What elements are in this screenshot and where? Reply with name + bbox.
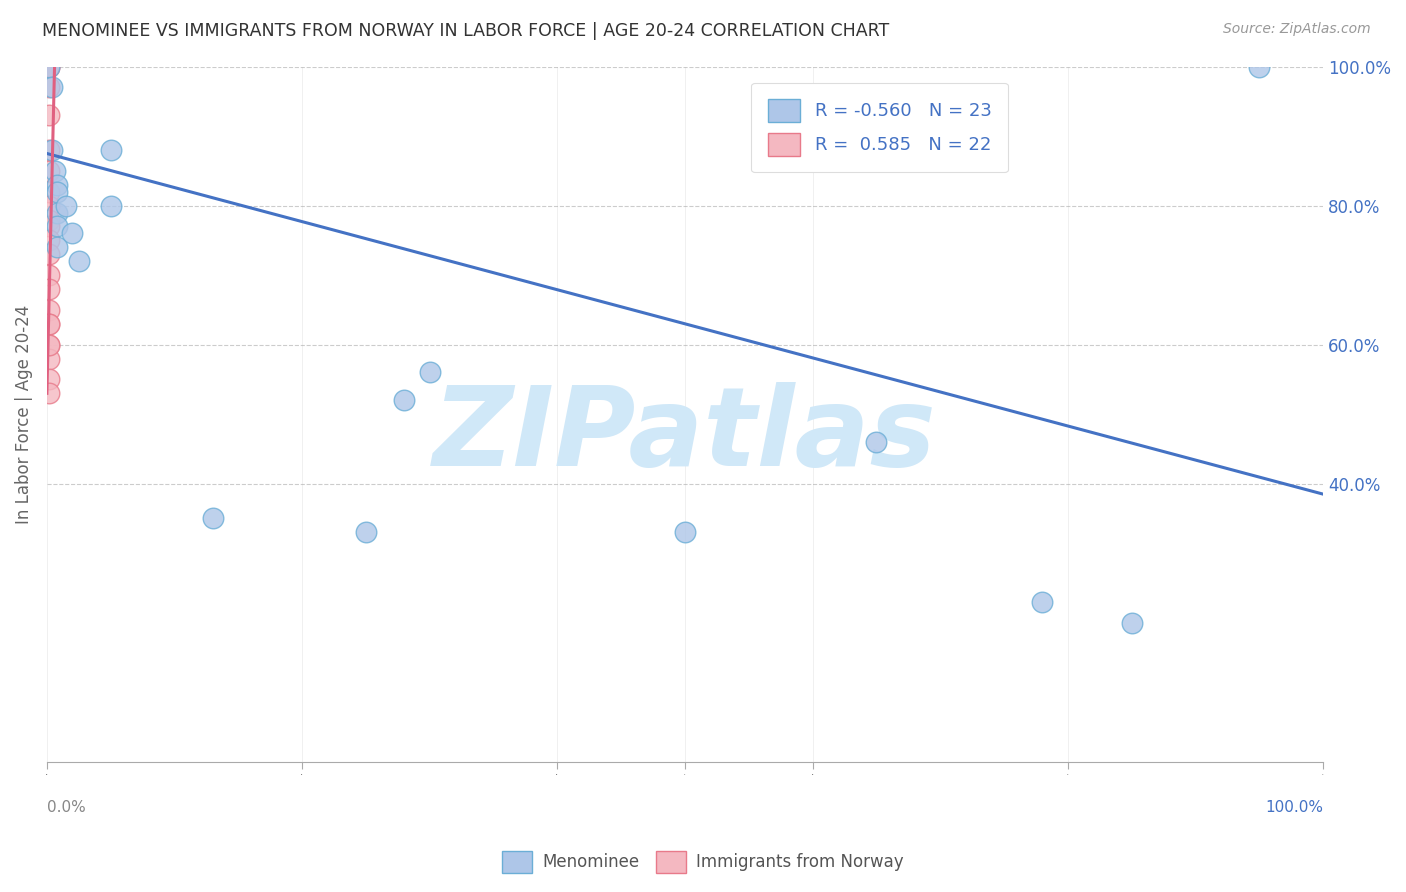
Text: Source: ZipAtlas.com: Source: ZipAtlas.com [1223, 22, 1371, 37]
Point [1121, 615, 1143, 630]
Point [100, 199, 122, 213]
Point [100, 143, 122, 157]
Legend: R = -0.560   N = 23, R =  0.585   N = 22: R = -0.560 N = 23, R = 0.585 N = 22 [751, 83, 1008, 172]
Point [354, 525, 377, 540]
Point [38, 337, 60, 351]
Point [394, 393, 416, 408]
Legend: Menominee, Immigrants from Norway: Menominee, Immigrants from Norway [496, 845, 910, 880]
Point [38, 60, 60, 74]
Point [38, 317, 60, 331]
Point [38, 185, 60, 199]
Point [62, 227, 84, 241]
Point [55, 199, 77, 213]
Point [46, 205, 69, 219]
Text: MENOMINEE VS IMMIGRANTS FROM NORWAY IN LABOR FORCE | AGE 20-24 CORRELATION CHART: MENOMINEE VS IMMIGRANTS FROM NORWAY IN L… [42, 22, 890, 40]
Point [38, 234, 60, 248]
Point [419, 366, 441, 380]
Point [1249, 60, 1271, 74]
Point [38, 247, 60, 261]
Point [38, 60, 60, 74]
Point [38, 60, 60, 74]
Point [865, 435, 887, 450]
Point [38, 212, 60, 227]
Point [201, 511, 224, 525]
Point [38, 143, 60, 157]
Point [38, 386, 60, 401]
Y-axis label: In Labor Force | Age 20-24: In Labor Force | Age 20-24 [15, 304, 32, 524]
Point [673, 525, 696, 540]
Point [38, 199, 60, 213]
Point [38, 351, 60, 366]
Point [46, 219, 69, 234]
Point [38, 372, 60, 386]
Point [41, 143, 63, 157]
Point [46, 185, 69, 199]
Point [38, 80, 60, 95]
Point [46, 240, 69, 254]
Point [44, 164, 66, 178]
Point [38, 219, 60, 234]
Point [46, 178, 69, 192]
Point [38, 164, 60, 178]
Point [38, 282, 60, 296]
Text: 100.0%: 100.0% [1265, 800, 1323, 815]
Point [41, 80, 63, 95]
Point [38, 317, 60, 331]
Point [38, 302, 60, 317]
Text: 0.0%: 0.0% [46, 800, 86, 815]
Point [67, 254, 90, 268]
Point [1031, 595, 1053, 609]
Text: ZIPatlas: ZIPatlas [433, 382, 936, 489]
Point [38, 337, 60, 351]
Point [38, 108, 60, 122]
Point [38, 268, 60, 282]
